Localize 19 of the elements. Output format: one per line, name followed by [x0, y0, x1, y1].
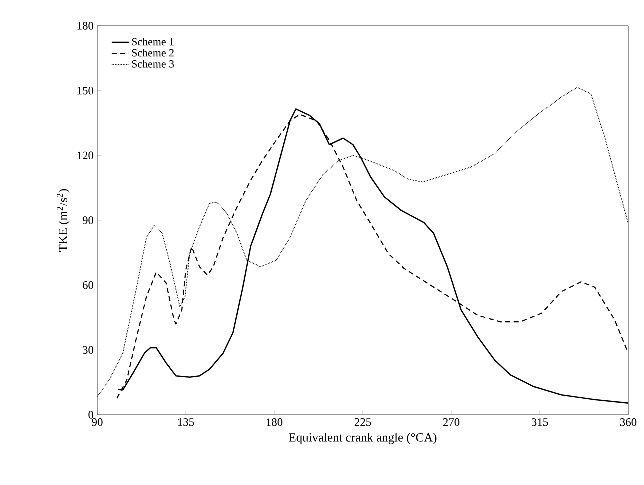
- x-tick-label: 360: [620, 418, 637, 426]
- x-tick-label: 225: [354, 418, 372, 426]
- x-tick-label: 90: [92, 418, 103, 426]
- x-tick-label: 135: [178, 418, 194, 426]
- y-tick-label: 150: [78, 86, 94, 95]
- y-axis-title: TKE (m$^{2}$/s$^{2}$): [57, 189, 70, 252]
- y-tick-label: 180: [78, 22, 94, 30]
- x-tick-label: 315: [532, 418, 548, 426]
- x-axis-title: Equivalent crank angle (°CA): [289, 433, 437, 444]
- x-tick-label: 270: [443, 418, 460, 426]
- legend-label: Scheme 1: [132, 38, 174, 46]
- y-tick-label: 0: [88, 411, 94, 419]
- y-tick-label: 120: [78, 152, 94, 160]
- y-tick-label: 90: [82, 216, 94, 224]
- y-tick-label: 60: [83, 281, 94, 290]
- x-tick-label: 180: [266, 418, 283, 426]
- y-tick-label: 30: [83, 346, 94, 354]
- legend-label: Scheme 2: [132, 49, 174, 57]
- legend-label: Scheme 3: [132, 60, 174, 68]
